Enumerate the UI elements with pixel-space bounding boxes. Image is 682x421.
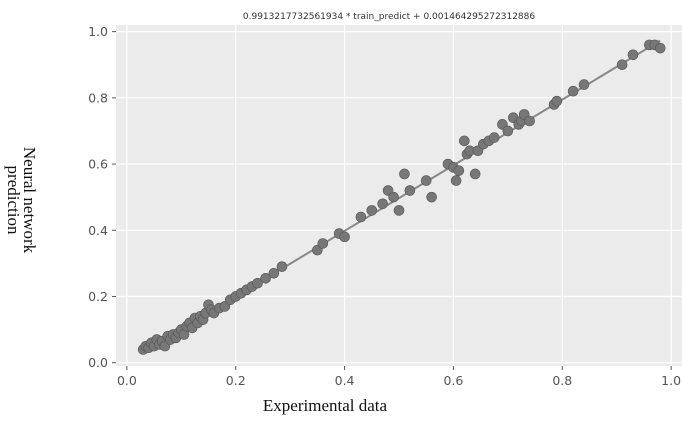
x-tick-label: 0.8 [552, 373, 572, 388]
y-tick-label: 0.8 [88, 90, 108, 105]
data-point [567, 85, 579, 97]
data-point [366, 205, 378, 216]
data-point [268, 268, 280, 279]
data-point [459, 135, 470, 147]
grid-lines [116, 25, 682, 366]
x-axis-ticks: 0.0 0.2 0.4 0.6 0.8 1.0 [117, 366, 681, 388]
x-tick-label: 1.0 [661, 373, 681, 388]
data-point [654, 42, 666, 54]
x-tick-label: 0.6 [443, 373, 463, 388]
data-point [276, 261, 288, 272]
data-point [616, 59, 628, 71]
data-point [524, 115, 535, 127]
data-point [578, 79, 590, 90]
y-axis-label-line-2: prediction [4, 166, 23, 235]
data-point [399, 168, 410, 180]
data-point [488, 132, 500, 143]
y-tick-label: 0.4 [88, 223, 108, 238]
y-tick-label: 0.0 [88, 355, 108, 370]
data-point [502, 125, 514, 137]
data-point [426, 191, 437, 203]
y-tick-label: 0.6 [88, 157, 108, 172]
x-tick-label: 0.0 [117, 373, 137, 388]
data-point [393, 205, 405, 216]
data-point [420, 175, 432, 186]
data-point [339, 231, 350, 243]
data-point [627, 49, 639, 61]
x-axis-label: Experimental data [263, 396, 388, 415]
data-point [317, 238, 329, 249]
y-axis-ticks: 0.0 0.2 0.4 0.6 0.8 1.0 [88, 24, 116, 370]
data-point [355, 211, 367, 223]
x-tick-label: 0.2 [226, 373, 246, 388]
data-point [252, 277, 263, 289]
data-point [260, 272, 271, 284]
data-point [453, 165, 465, 176]
data-point [377, 198, 388, 210]
data-points [137, 39, 666, 355]
y-axis-label-line-1: Neural network [20, 147, 39, 254]
y-tick-label: 1.0 [88, 24, 108, 39]
data-point [469, 168, 481, 180]
chart-title: 0.9913217732561934 * train_predict + 0.0… [243, 12, 536, 22]
y-tick-label: 0.2 [88, 289, 108, 304]
data-point [388, 191, 399, 203]
data-point [551, 95, 563, 107]
data-point [404, 185, 416, 196]
x-tick-label: 0.4 [335, 373, 355, 388]
data-point [450, 175, 462, 186]
